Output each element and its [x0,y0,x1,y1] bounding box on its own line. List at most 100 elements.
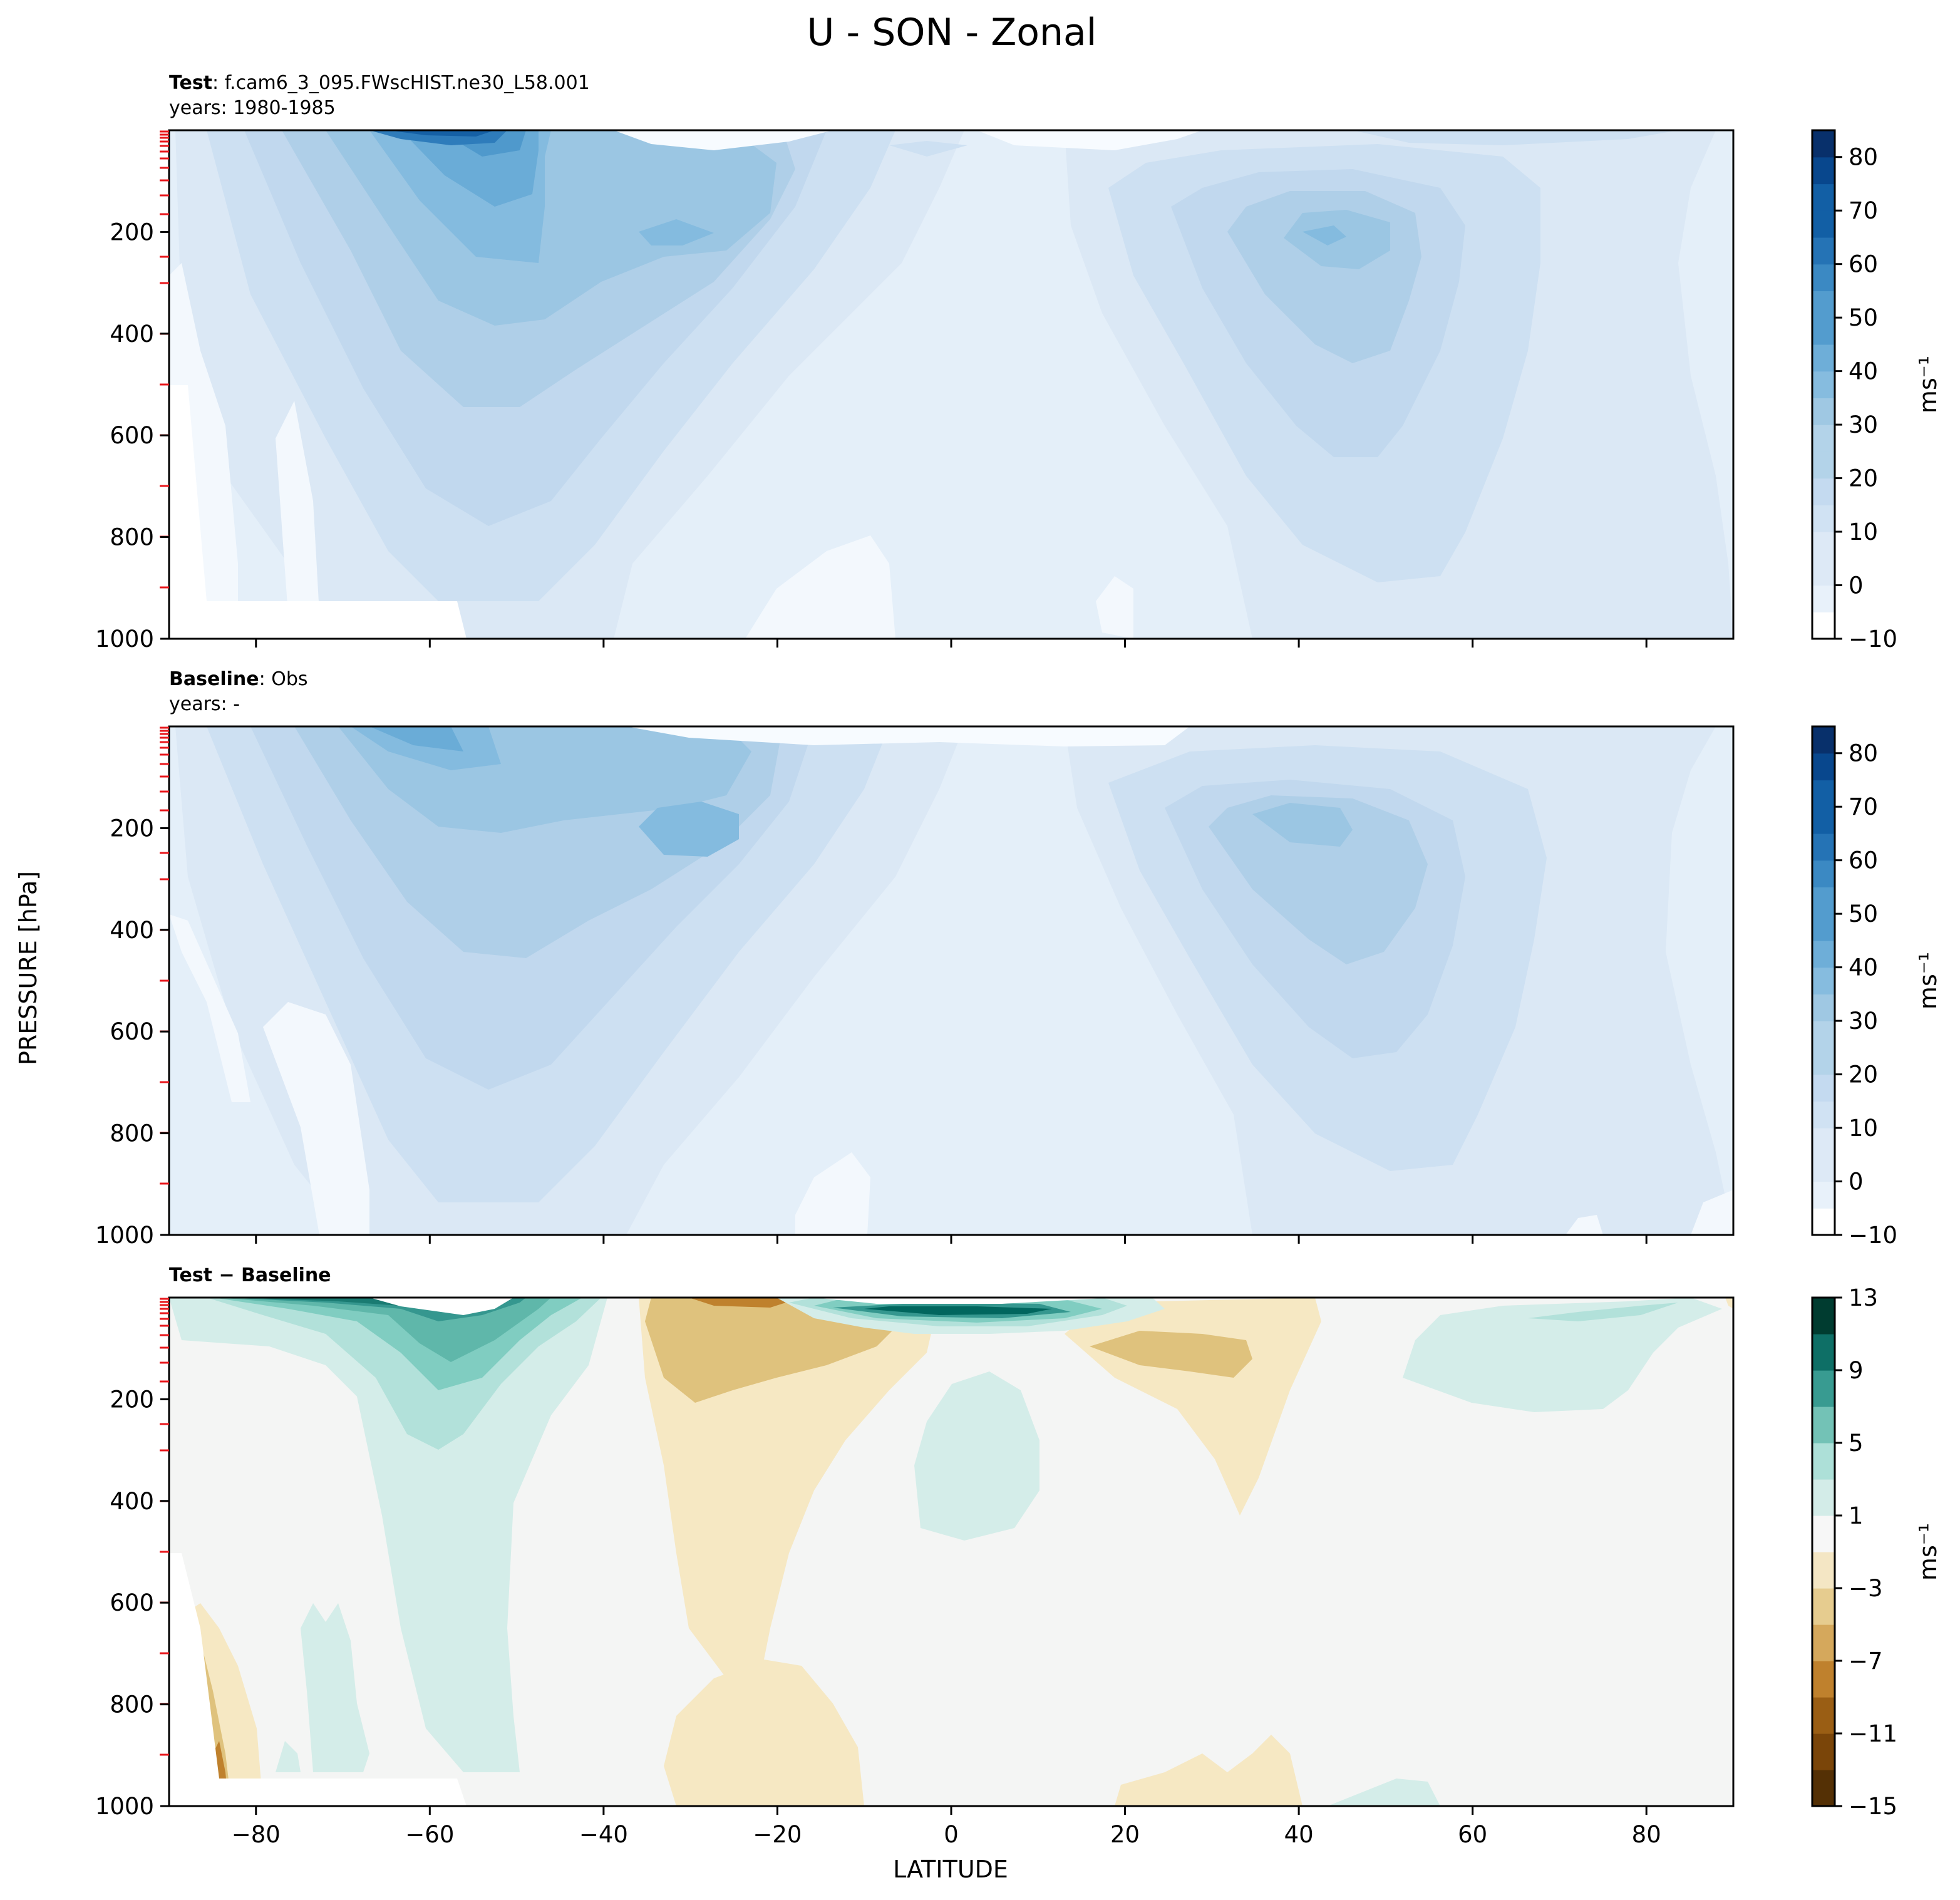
colorbar-segment [1812,1181,1835,1209]
colorbar-diff: 13 9 5 1 −3 −7 −11 −15 ms⁻¹ [1811,1284,1942,1820]
colorbar-segment [1812,157,1835,185]
colorbar-tick-label: 60 [1849,847,1878,874]
colorbar-tick-label: 1 [1849,1502,1864,1529]
y-axis-diff: 200 400 600 800 1000 [95,1386,169,1820]
colorbar-tick-label: 20 [1849,465,1878,492]
panel-test-label: Test: f.cam6_3_095.FWscHIST.ne30_L58.001 [169,72,590,94]
colorbar-frame [1811,129,1836,640]
y-tick-label: 800 [110,524,154,551]
x-tick-label: −40 [579,1821,628,1848]
colorbar-tick-label: −11 [1849,1720,1897,1747]
x-tick-label: 60 [1458,1821,1487,1848]
x-tick-label: 0 [944,1821,959,1848]
colorbar-tick-label: 20 [1849,1061,1878,1088]
panel-diff-label: Test − Baseline [169,1264,331,1286]
y-tick-label: 800 [110,1691,154,1718]
x-tick-label: −80 [232,1821,281,1848]
x-axis-label: LATITUDE [893,1856,1008,1883]
x-tick-label: −60 [405,1821,454,1848]
colorbar-tick-label: −3 [1849,1575,1883,1602]
colorbar-label: ms⁻¹ [1914,1523,1942,1581]
colorbar-baseline: 80 70 60 50 40 30 20 10 0 −10 ms⁻¹ [1811,725,1942,1249]
y-tick-label: 1000 [95,1222,154,1249]
colorbar-segment [1812,1407,1835,1443]
colorbar-segment [1812,1770,1835,1807]
panel-diff-label-bold: Test − Baseline [169,1264,331,1286]
colorbar-tick-label: 10 [1849,519,1878,545]
colorbar-segment [1812,478,1835,505]
colorbar-segment [1812,1298,1835,1335]
panel-baseline-label-rest: : Obs [259,668,308,690]
colorbar-segment [1812,344,1835,372]
colorbar-segment [1812,1101,1835,1128]
x-axis-baseline [255,1235,1648,1244]
colorbar-tick-label: −7 [1849,1648,1883,1675]
colorbar-tick-label: −10 [1849,626,1897,653]
y-minor-ticks-test [160,130,169,589]
y-tick-label: 200 [110,815,154,842]
colorbar-tick-label: 80 [1849,144,1878,171]
y-tick-label: 400 [110,321,154,348]
colorbar-segment [1812,887,1835,914]
colorbar-segment [1812,1154,1835,1182]
colorbar-segment [1812,264,1835,292]
colorbar-segment [1812,914,1835,941]
colorbar-segment [1812,1624,1835,1661]
colorbar-segment [1812,371,1835,398]
colorbar-tick-label: −15 [1849,1793,1897,1820]
colorbar-segment [1812,1515,1835,1552]
colorbar-tick-label: 50 [1849,304,1878,331]
colorbar-tick-label: 70 [1849,197,1878,224]
colorbar-segment [1812,940,1835,968]
colorbar-segment [1812,1128,1835,1155]
colorbar-segment [1812,753,1835,781]
colorbar-segment [1812,1697,1835,1734]
colorbar-segment [1812,1661,1835,1698]
y-tick-label: 1000 [95,1793,154,1820]
colorbar-segment [1812,210,1835,238]
colorbar-tick-label: 9 [1849,1357,1864,1384]
colorbar-tick-label: 60 [1849,251,1878,278]
contour-plot-baseline [169,726,1733,1235]
colorbar-tick-label: −10 [1849,1222,1897,1249]
colorbar-segment [1812,1334,1835,1371]
panel-test-years: years: 1980-1985 [169,97,336,119]
x-axis-diff: −80 −60 −40 −20 0 20 40 60 80 [232,1806,1661,1848]
y-minor-ticks-diff [160,1298,169,1756]
colorbar-segment [1812,994,1835,1021]
colorbar-segment [1812,726,1835,754]
y-minor-ticks-baseline [160,726,169,1185]
colorbar-tick-label: 50 [1849,901,1878,927]
y-axis-label: PRESSURE [hPa] [14,871,42,1065]
colorbar-segment [1812,1443,1835,1480]
panel-baseline: Baseline: Obs years: - [95,668,1942,1249]
colorbar-test: 80 70 60 50 40 30 20 10 0 −10 ms⁻¹ [1811,129,1942,653]
panel-test-label-bold: Test [169,72,212,94]
colorbar-segment [1812,183,1835,211]
y-tick-label: 600 [110,422,154,449]
colorbar-segment [1812,425,1835,452]
colorbar-segment [1812,1208,1835,1236]
x-tick-label: 40 [1284,1821,1314,1848]
colorbar-label: ms⁻¹ [1914,356,1942,413]
colorbar-segment [1812,505,1835,532]
colorbar-segment [1812,967,1835,994]
colorbar-segment [1812,1552,1835,1589]
x-tick-label: −20 [753,1821,802,1848]
colorbar-segment [1812,398,1835,425]
colorbar-segment [1812,1479,1835,1516]
panel-baseline-label: Baseline: Obs [169,668,308,690]
figure-title: U - SON - Zonal [807,11,1097,54]
colorbar-segment [1812,532,1835,559]
colorbar-segment [1812,130,1835,158]
panel-test: Test: f.cam6_3_095.FWscHIST.ne30_L58.001… [95,72,1942,653]
colorbar-segment [1812,318,1835,345]
colorbar-segment [1812,1021,1835,1048]
colorbar-tick-label: 40 [1849,954,1878,981]
colorbar-segment [1812,585,1835,612]
colorbar-frame [1811,1296,1836,1807]
y-tick-label: 1000 [95,626,154,653]
colorbar-segment [1812,558,1835,586]
panel-baseline-years: years: - [169,693,240,715]
y-axis-baseline: 200 400 600 800 1000 [95,815,169,1249]
